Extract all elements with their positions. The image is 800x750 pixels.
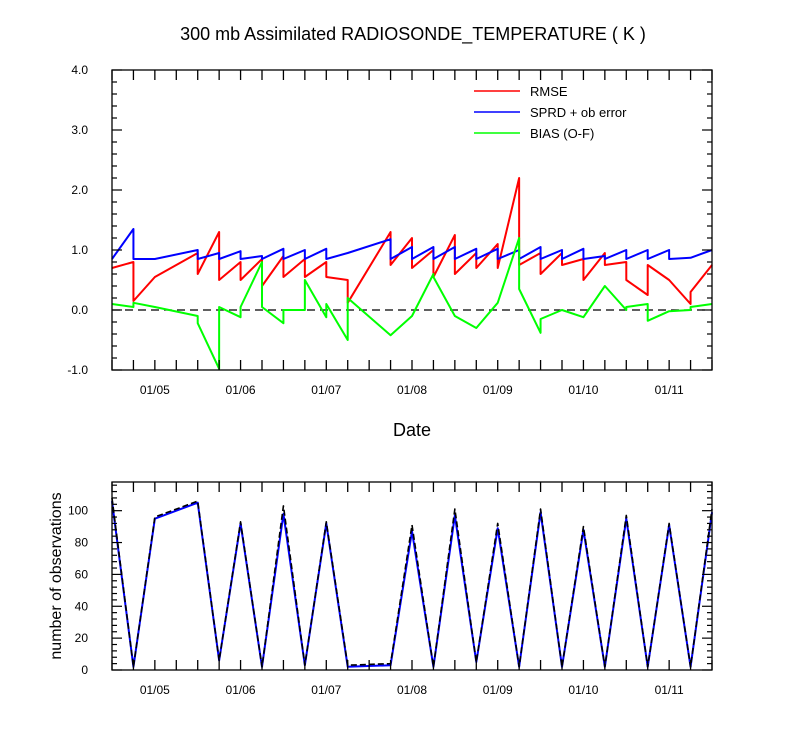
x-tick-label: 01/09 xyxy=(483,683,513,697)
y-tick-label: 20 xyxy=(75,631,89,645)
x-tick-label: 01/05 xyxy=(140,383,170,397)
y-tick-label: 100 xyxy=(68,504,88,518)
legend: RMSE SPRD + ob error BIAS (O-F) xyxy=(474,84,627,141)
series-line-bias-o-f xyxy=(111,237,713,370)
y-tick-label: -1.0 xyxy=(67,363,88,377)
x-axis-label: Date xyxy=(393,420,431,440)
x-tick-label: 01/06 xyxy=(226,683,256,697)
x-tick-label: 01/08 xyxy=(397,383,427,397)
legend-label: BIAS (O-F) xyxy=(530,126,594,141)
x-tick-label: 01/10 xyxy=(568,683,598,697)
y-axis-label: number of observations xyxy=(48,492,65,659)
bottom-axes: 01/05 01/06 01/07 01/08 01/09 01/10 01/11 0 20 40… xyxy=(68,482,713,697)
x-tick-label: 01/07 xyxy=(311,683,341,697)
y-tick-label: 2.0 xyxy=(71,183,88,197)
x-tick-label: 01/09 xyxy=(483,383,513,397)
legend-label: RMSE xyxy=(530,84,568,99)
y-tick-label: 0.0 xyxy=(71,303,88,317)
bottom-plot-frame xyxy=(111,481,713,671)
legend-label: SPRD + ob error xyxy=(530,105,627,120)
y-tick-label: 40 xyxy=(75,599,89,613)
series-line-sprd-ob-error xyxy=(111,228,713,260)
x-tick-label: 01/10 xyxy=(568,383,598,397)
x-tick-label: 01/06 xyxy=(226,383,256,397)
error-stats-chart: 300 mb Assimilated RADIOSONDE_TEMPERATUR… xyxy=(67,24,713,440)
chart-title: 300 mb Assimilated RADIOSONDE_TEMPERATUR… xyxy=(180,24,646,45)
series-line-rmse xyxy=(111,177,713,305)
y-tick-label: 0 xyxy=(81,663,88,677)
x-tick-label: 01/07 xyxy=(311,383,341,397)
bottom-series-layer xyxy=(111,497,713,668)
top-axes: 01/05 01/06 01/07 01/08 01/09 01/10 01/11 4.0 3.… xyxy=(67,63,713,397)
y-tick-label: 80 xyxy=(75,536,89,550)
top-series-layer xyxy=(111,177,713,370)
observation-count-chart: 01/05 01/06 01/07 01/08 01/09 01/10 01/11 0 20 40… xyxy=(48,481,713,697)
y-tick-label: 4.0 xyxy=(71,63,88,77)
series-line-obs-possible xyxy=(111,497,713,668)
y-tick-label: 1.0 xyxy=(71,243,88,257)
y-tick-label: 3.0 xyxy=(71,123,88,137)
x-tick-label: 01/11 xyxy=(655,683,684,697)
x-tick-label: 01/08 xyxy=(397,683,427,697)
x-tick-label: 01/05 xyxy=(140,683,170,697)
y-tick-label: 60 xyxy=(75,567,89,581)
x-tick-label: 01/11 xyxy=(655,383,684,397)
